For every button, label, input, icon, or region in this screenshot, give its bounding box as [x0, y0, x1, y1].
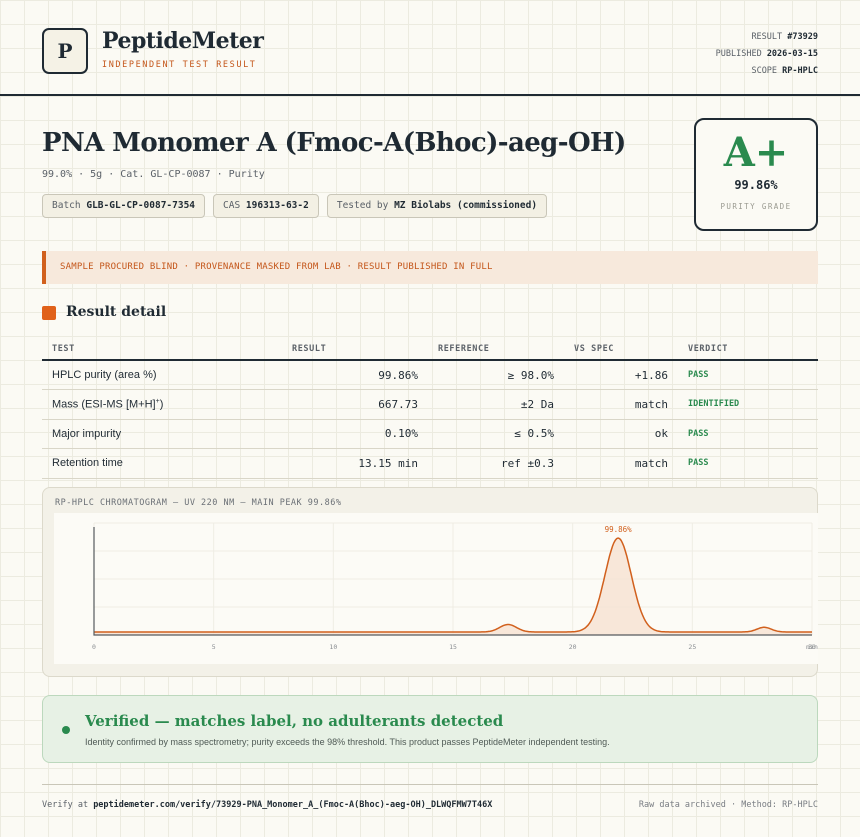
grade-label: PURITY GRADE	[720, 202, 792, 211]
x-tick-label: 10	[329, 643, 337, 651]
verdict-badge: PASS	[678, 448, 818, 479]
cas-chip: CAS 196313-63-2	[213, 194, 319, 218]
tested-by-chip: Tested by MZ Biolabs (commissioned)	[326, 194, 548, 218]
brand-name: PeptideMeter	[102, 28, 264, 54]
scope-value: RP-HPLC	[782, 66, 818, 76]
vs-spec-value: ok	[564, 419, 678, 449]
provenance-banner: SAMPLE PROCURED BLIND · PROVENANCE MASKE…	[42, 251, 818, 284]
scope-row: SCOPE RP-HPLC	[751, 66, 818, 76]
x-axis-unit: min	[806, 643, 818, 651]
result-id-row: RESULT #73929	[751, 32, 818, 42]
chromatogram-card: RP-HPLC CHROMATOGRAM — UV 220 NM — MAIN …	[42, 487, 818, 677]
footer-note: Raw data archived · Method: RP-HPLC	[638, 800, 818, 810]
result-meta: RESULT #73929 PUBLISHED 2026-03-15 SCOPE…	[716, 29, 818, 80]
reference-value: ±2 Da	[428, 389, 564, 420]
verify-link[interactable]: peptidemeter.com/verify/73929-PNA_Monome…	[93, 800, 493, 810]
verdict-badge: PASS	[678, 419, 818, 449]
verified-dot-icon	[62, 726, 70, 734]
test-name: Major impurity	[42, 419, 282, 449]
result-id: #73929	[787, 32, 818, 42]
footer-divider	[42, 784, 818, 785]
col-vs-spec: VS SPEC	[564, 338, 678, 361]
table-header-row: TEST RESULT REFERENCE VS SPEC VERDICT	[42, 338, 818, 361]
chromatogram-line	[94, 537, 812, 633]
chart-axes	[93, 527, 812, 636]
header: P PeptideMeter INDEPENDENT TEST RESULT R…	[0, 0, 860, 96]
verified-title: Verified — matches label, no adulterants…	[85, 712, 504, 730]
x-tick-label: 5	[212, 643, 216, 651]
published-row: PUBLISHED 2026-03-15	[715, 49, 818, 59]
table-row: Retention time 13.15 min ref ±0.3 match …	[42, 448, 818, 479]
col-reference: REFERENCE	[428, 338, 564, 361]
verdict-badge: IDENTIFIED	[678, 389, 818, 420]
x-tick-label: 0	[92, 643, 96, 651]
logo: P	[42, 28, 88, 74]
x-tick-label: 20	[569, 643, 577, 651]
chart-area: 0 5 10 15 20 25 30 min 99.86%	[54, 513, 818, 664]
published-date: 2026-03-15	[766, 49, 818, 59]
result-table: TEST RESULT REFERENCE VS SPEC VERDICT HP…	[42, 338, 818, 479]
table-row: Major impurity 0.10% ≤ 0.5% ok PASS	[42, 419, 818, 449]
x-tick-label: 15	[449, 643, 457, 651]
test-name: Retention time	[42, 448, 282, 479]
verify-line: Verify at peptidemeter.com/verify/73929-…	[42, 800, 493, 810]
brand-tagline: INDEPENDENT TEST RESULT	[102, 60, 257, 70]
vs-spec-value: match	[564, 389, 678, 420]
verified-text: Identity confirmed by mass spectrometry;…	[85, 737, 610, 747]
chromatogram-area	[94, 538, 812, 635]
result-value: 99.86%	[282, 360, 428, 390]
col-test: TEST	[42, 338, 282, 361]
result-value: 13.15 min	[282, 448, 428, 479]
test-name: Mass (ESI-MS [M+H]+)	[42, 389, 282, 420]
section-title: Result detail	[66, 304, 167, 320]
grade-letter: A+	[723, 129, 789, 176]
chart-title: RP-HPLC CHROMATOGRAM — UV 220 NM — MAIN …	[55, 498, 342, 508]
x-tick-label: 30	[808, 643, 816, 651]
verified-panel: Verified — matches label, no adulterants…	[42, 695, 818, 763]
x-tick-label: 25	[688, 643, 696, 651]
verdict-badge: PASS	[678, 360, 818, 390]
section-marker-icon	[42, 306, 56, 320]
grade-value: 99.86%	[734, 178, 778, 192]
product-title: PNA Monomer A (Fmoc-A(Bhoc)-aeg-OH)	[42, 128, 626, 158]
product-chips: Batch GLB-GL-CP-0087-7354 CAS 196313-63-…	[42, 194, 548, 218]
peak-label: 99.86%	[605, 525, 633, 534]
reference-value: ≤ 0.5%	[428, 419, 564, 449]
table-row: Mass (ESI-MS [M+H]+) 667.73 ±2 Da match …	[42, 389, 818, 420]
table-row: HPLC purity (area %) 99.86% ≥ 98.0% +1.8…	[42, 360, 818, 390]
purity-grade-card: A+ 99.86% PURITY GRADE	[694, 118, 818, 231]
result-value: 667.73	[282, 389, 428, 420]
test-name: HPLC purity (area %)	[42, 360, 282, 390]
batch-chip: Batch GLB-GL-CP-0087-7354	[42, 194, 206, 218]
vs-spec-value: +1.86	[564, 360, 678, 390]
col-result: RESULT	[282, 338, 428, 361]
result-value: 0.10%	[282, 419, 428, 449]
product-subtitle: 99.0% · 5g · Cat. GL-CP-0087 · Purity	[42, 169, 265, 180]
col-verdict: VERDICT	[678, 338, 818, 361]
reference-value: ≥ 98.0%	[428, 360, 564, 390]
reference-value: ref ±0.3	[428, 448, 564, 479]
vs-spec-value: match	[564, 448, 678, 479]
